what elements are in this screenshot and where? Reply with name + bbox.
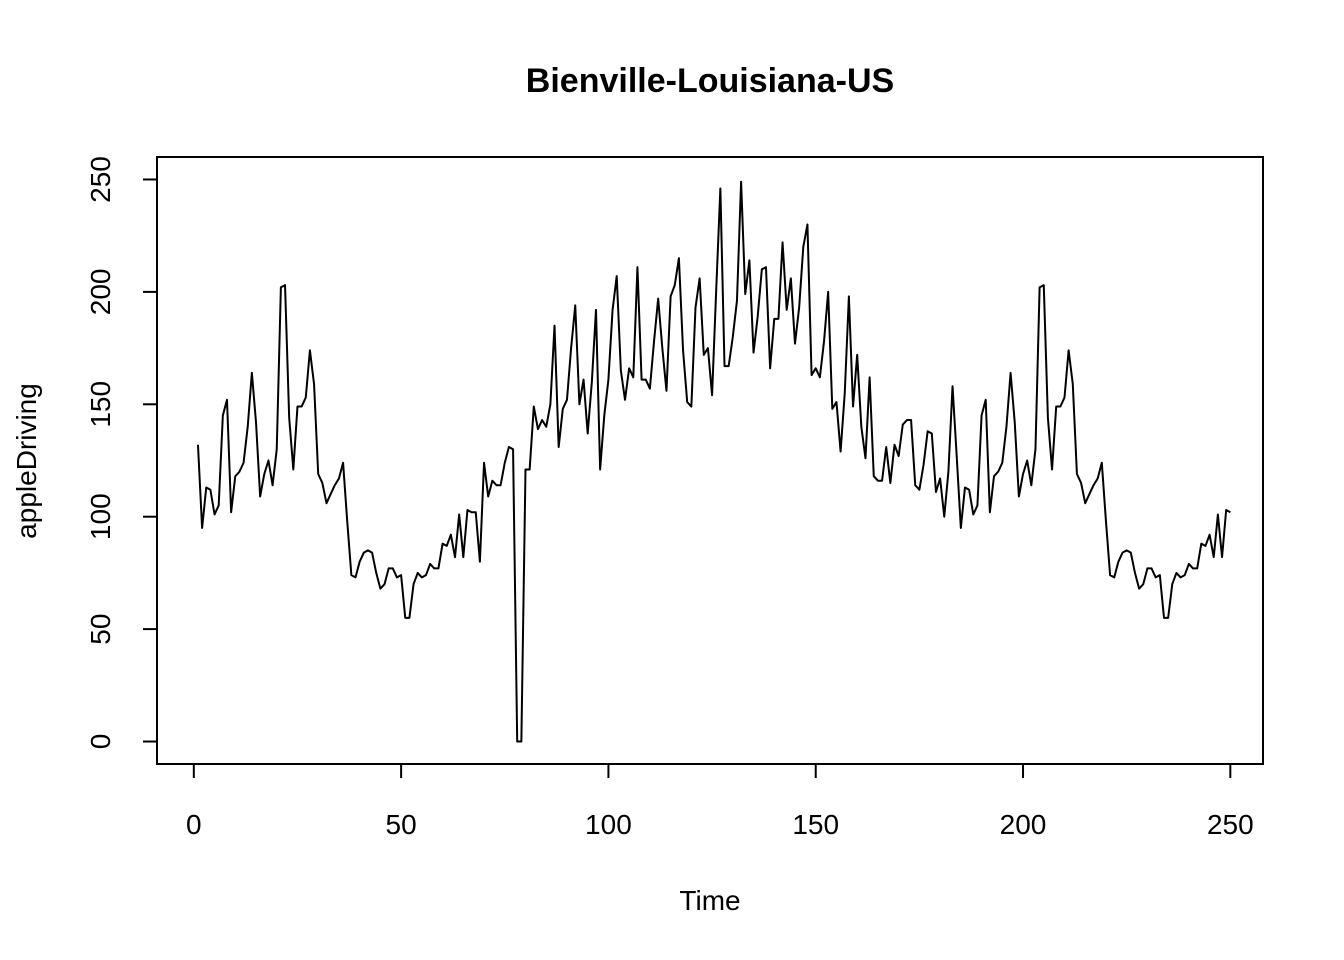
y-tick-label: 0 xyxy=(85,734,116,750)
x-axis: 0 50 100 150 200 250 xyxy=(186,763,1254,840)
plot-frame xyxy=(156,156,1264,765)
x-tick-label: 200 xyxy=(1000,809,1047,840)
x-axis-label: Time xyxy=(679,885,740,916)
y-tick-label: 150 xyxy=(85,381,116,428)
y-axis-label: appleDriving xyxy=(11,383,42,539)
y-tick-label: 50 xyxy=(85,614,116,645)
y-tick-label: 250 xyxy=(85,156,116,203)
x-tick-label: 0 xyxy=(186,809,202,840)
y-tick-label: 100 xyxy=(85,493,116,540)
series-line xyxy=(196,180,1231,743)
x-tick-label: 100 xyxy=(585,809,632,840)
x-tick-label: 50 xyxy=(386,809,417,840)
y-axis: 0 50 100 150 200 250 xyxy=(85,156,158,750)
y-tick-label: 200 xyxy=(85,269,116,316)
x-tick-label: 150 xyxy=(792,809,839,840)
chart-title: Bienville-Louisiana-US xyxy=(526,62,894,100)
x-tick-label: 250 xyxy=(1207,809,1254,840)
